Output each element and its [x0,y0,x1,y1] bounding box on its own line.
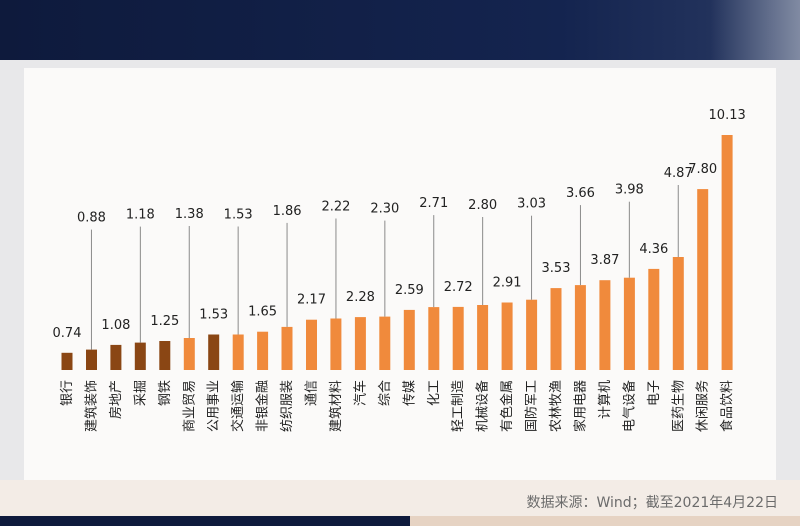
value-label-23: 3.87 [590,253,619,268]
value-label-14: 2.30 [370,202,399,217]
bar-24 [623,277,635,370]
value-label-16: 2.71 [419,196,448,211]
category-label-11: 通信 [305,380,320,406]
bar-5 [159,341,171,370]
bar-3 [110,344,122,370]
value-label-26: 4.87 [664,166,693,181]
value-label-20: 3.03 [517,197,546,212]
bar-20 [526,299,538,370]
value-label-3: 1.08 [101,318,130,333]
category-label-14: 综合 [378,380,393,406]
category-label-25: 电子 [647,380,662,406]
value-label-8: 1.53 [224,208,253,223]
category-label-3: 房地产 [108,380,124,419]
bar-23 [599,280,611,370]
category-label-15: 传媒 [402,380,417,406]
bar-7 [208,334,220,370]
category-label-13: 汽车 [352,380,368,406]
value-label-24: 3.98 [615,183,644,198]
bar-19 [501,302,513,370]
footer-band [0,480,800,526]
category-label-21: 农林牧渔 [549,380,564,432]
bar-chart: 0.74 银行 0.88 建筑装饰 1.08 房地产 1.18 采掘 1.25 钢铁 1.38 商业贸… [53,108,746,432]
footer-stripe-light [410,516,800,526]
value-label-18: 2.80 [468,198,497,213]
bar-1 [61,352,73,370]
value-label-15: 2.59 [395,283,424,298]
category-label-23: 计算机 [598,380,613,419]
value-label-17: 2.72 [444,280,473,295]
value-label-25: 4.36 [639,242,668,257]
bar-8 [232,334,244,370]
value-label-22: 3.66 [566,186,595,201]
bar-27 [697,189,709,370]
category-label-9: 非银金融 [255,380,271,432]
category-label-10: 纺织服装 [280,380,295,432]
value-label-21: 3.53 [542,261,571,276]
category-label-2: 建筑装饰 [83,380,99,432]
header-band [0,0,800,60]
bar-10 [281,326,293,370]
value-label-27: 7.80 [688,162,717,177]
bar-21 [550,288,562,370]
category-label-24: 电气设备 [621,380,637,432]
bar-2 [86,349,97,370]
source-note: 数据来源：Wind；截至2021年4月22日 [526,495,778,511]
value-label-28: 10.13 [709,108,746,123]
bar-18 [477,305,489,370]
category-label-17: 轻工制造 [451,380,466,432]
value-label-6: 1.38 [175,207,204,222]
bar-26 [672,257,684,370]
category-label-19: 有色金属 [499,380,515,432]
category-label-6: 商业贸易 [182,380,197,432]
value-label-9: 1.65 [248,305,277,320]
category-label-1: 银行 [60,380,75,406]
bar-22 [574,285,586,370]
category-label-20: 国防军工 [524,380,540,432]
bar-17 [452,306,464,370]
bar-14 [379,316,391,370]
chart-card: 0.74 银行 0.88 建筑装饰 1.08 房地产 1.18 采掘 1.25 钢铁 1.38 商业贸… [24,68,776,480]
value-label-12: 2.22 [321,200,350,215]
category-label-22: 家用电器 [572,380,588,432]
category-label-7: 公用事业 [207,380,222,432]
value-label-1: 0.74 [53,326,82,341]
bar-15 [403,309,415,370]
category-label-5: 钢铁 [158,380,173,406]
bar-11 [306,319,317,370]
footer-stripe-dark [0,516,410,526]
value-label-2: 0.88 [77,211,106,226]
bar-25 [648,268,660,370]
bar-28 [721,135,733,370]
bar-9 [257,331,269,370]
category-label-4: 采掘 [133,380,148,406]
bar-6 [183,338,195,370]
category-label-27: 休闲服务 [695,380,711,432]
category-label-26: 医药生物 [671,380,686,432]
value-label-13: 2.28 [346,290,375,305]
value-label-11: 2.17 [297,293,326,308]
header-accent [710,0,800,60]
category-label-28: 食品饮料 [719,380,735,432]
category-label-12: 建筑材料 [328,380,344,432]
value-label-5: 1.25 [150,314,179,329]
category-label-16: 化工 [427,380,442,406]
bar-13 [354,317,366,370]
bar-4 [134,342,146,370]
value-label-7: 1.53 [199,308,228,323]
bar-16 [428,307,440,370]
value-label-19: 2.91 [493,276,522,291]
value-label-10: 1.86 [273,204,302,219]
category-label-18: 机械设备 [475,380,491,432]
category-label-8: 交通运输 [230,380,246,432]
value-label-4: 1.18 [126,208,155,223]
bar-12 [330,318,342,370]
